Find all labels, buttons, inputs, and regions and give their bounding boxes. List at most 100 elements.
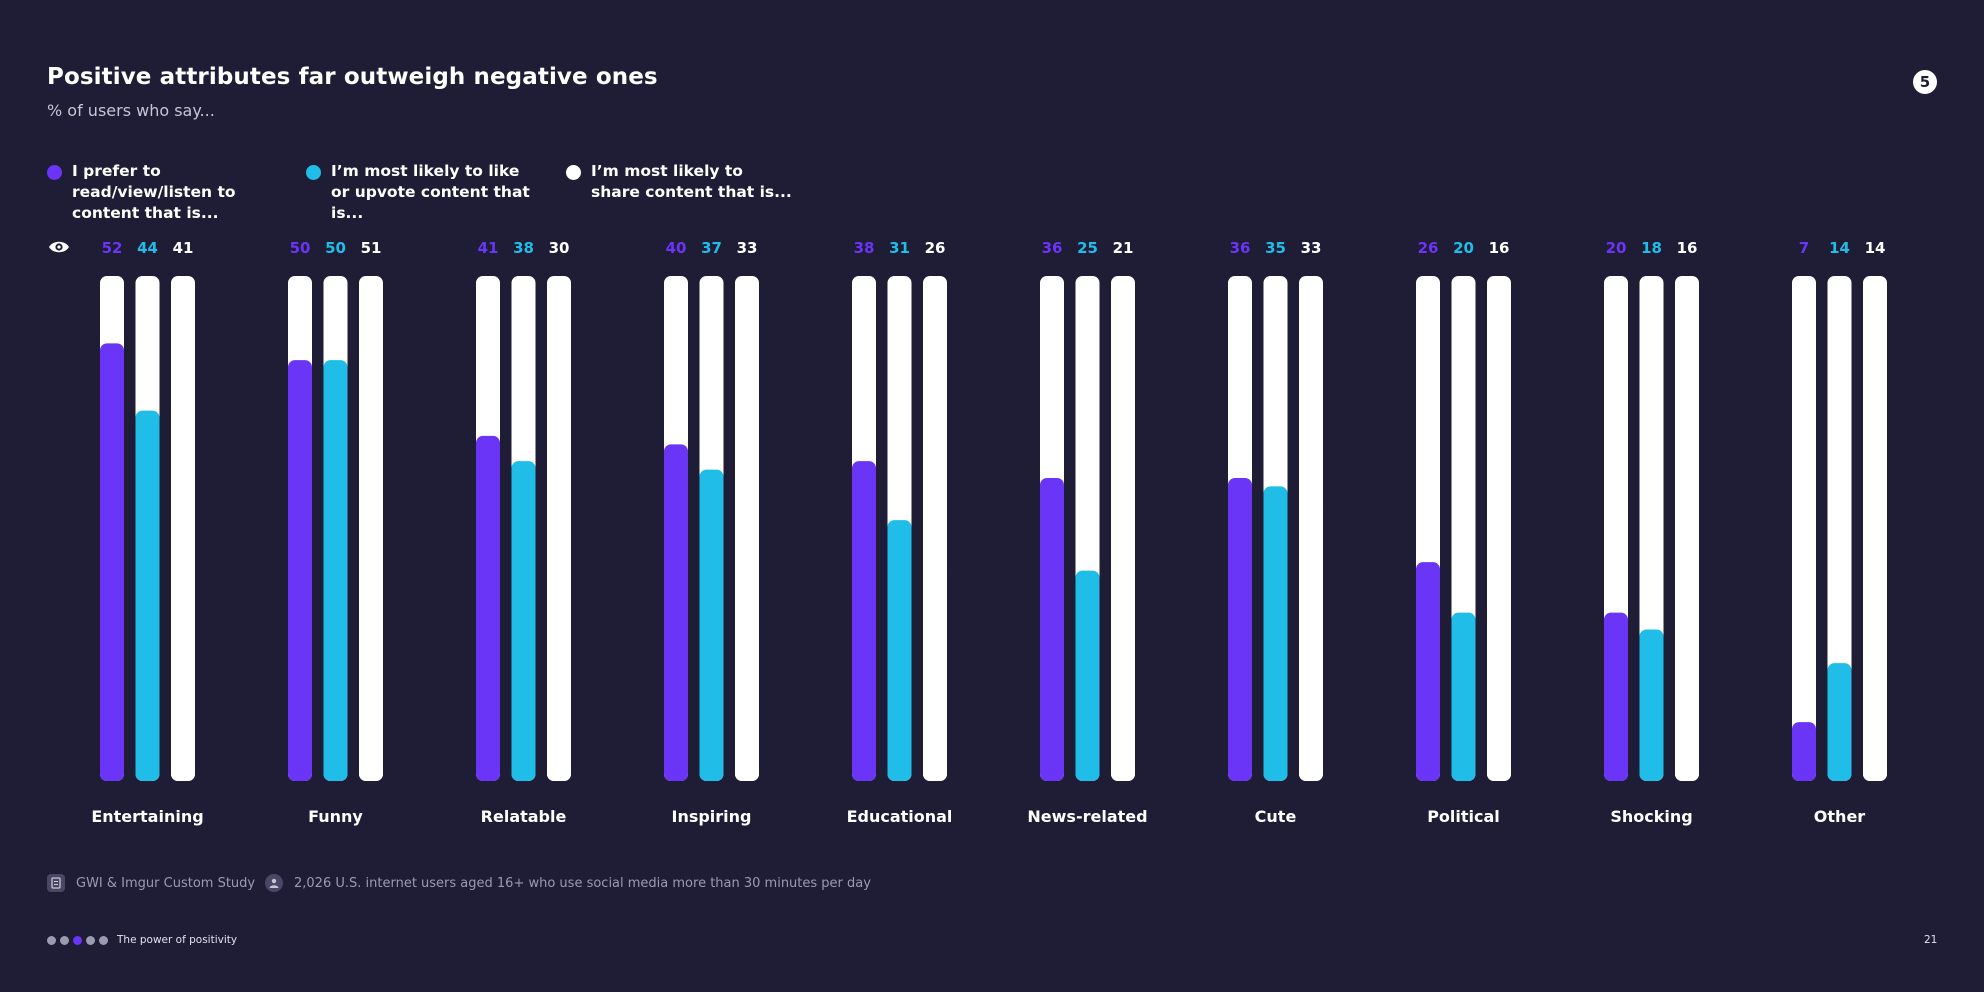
- bar-other-series-2: [1827, 663, 1852, 781]
- page-dot: [60, 936, 69, 945]
- page-dot-active: [73, 936, 82, 945]
- data-label: 14: [1865, 239, 1886, 257]
- legend-label-read: I prefer to read/view/listen to content …: [72, 162, 236, 222]
- source-text: GWI & Imgur Custom Study: [76, 875, 256, 891]
- bar-educational-series-1: [852, 461, 876, 781]
- bar-entertaining-series-1: [100, 343, 124, 781]
- bar-inspiring-series-1: [664, 444, 688, 781]
- bar-funny-series-3: [359, 351, 383, 781]
- eye-icon: [49, 241, 69, 253]
- category-label: Other: [1814, 807, 1865, 826]
- bar-entertaining-series-2: [135, 410, 160, 781]
- legend-dot-purple: [47, 165, 62, 180]
- bar-funny-series-2: [323, 360, 348, 781]
- data-label: 50: [290, 239, 311, 257]
- data-label: 38: [854, 239, 875, 257]
- bar-shocking-series-3: [1675, 646, 1699, 781]
- bar-political-series-3: [1487, 646, 1511, 781]
- data-label: 31: [889, 239, 910, 257]
- data-label: 38: [513, 239, 534, 257]
- category-label: Cute: [1255, 807, 1297, 826]
- data-label: 40: [666, 239, 687, 257]
- data-label: 37: [701, 239, 722, 257]
- page-number: 21: [1924, 934, 1938, 946]
- legend-label-share: I’m most likely to share content that is…: [591, 162, 792, 201]
- category-label: News-related: [1027, 807, 1147, 826]
- data-label: 51: [361, 239, 382, 257]
- data-label: 14: [1829, 239, 1850, 257]
- category-label: Educational: [847, 807, 953, 826]
- bar-educational-series-3: [923, 562, 947, 781]
- page-dot: [99, 936, 108, 945]
- base-text: 2,026 U.S. internet users aged 16+ who u…: [294, 875, 871, 891]
- data-label: 41: [478, 239, 499, 257]
- base-row: 2,026 U.S. internet users aged 16+ who u…: [265, 874, 871, 892]
- bar-educational-series-2: [887, 520, 912, 781]
- data-label: 20: [1453, 239, 1474, 257]
- data-label: 25: [1077, 239, 1098, 257]
- data-label: 50: [325, 239, 346, 257]
- bar-track: [1792, 276, 1816, 781]
- page-dot: [86, 936, 95, 945]
- bar-inspiring-series-3: [735, 503, 759, 781]
- bar-news-related-series-1: [1040, 478, 1064, 781]
- data-label: 33: [1301, 239, 1322, 257]
- data-label: 36: [1042, 239, 1063, 257]
- category-label: Political: [1427, 807, 1500, 826]
- bar-relatable-series-2: [511, 461, 536, 781]
- data-label: 41: [173, 239, 194, 257]
- category-label: Entertaining: [91, 807, 203, 826]
- bar-chart: 52 44 41 Entertaining 50 50 51 Funny 41 38 30 Relat…: [91, 239, 1887, 826]
- category-label: Inspiring: [671, 807, 751, 826]
- page-title: Positive attributes far outweigh negativ…: [47, 64, 658, 90]
- data-label: 18: [1641, 239, 1662, 257]
- data-label: 7: [1799, 239, 1809, 257]
- bar-track: [1827, 276, 1852, 781]
- legend-item-share: I’m most likely to share content that is…: [566, 161, 796, 203]
- data-label: 33: [737, 239, 758, 257]
- bar-inspiring-series-2: [699, 469, 724, 781]
- legend-dot-white: [566, 165, 581, 180]
- bar-cute-series-1: [1228, 478, 1252, 781]
- page-dot: [47, 936, 56, 945]
- bar-news-related-series-2: [1075, 570, 1100, 781]
- bar-other-series-3: [1863, 663, 1887, 781]
- bar-relatable-series-3: [547, 528, 571, 781]
- section-label: The power of positivity: [117, 934, 238, 946]
- data-label: 21: [1113, 239, 1134, 257]
- page-subtitle: % of users who say...: [47, 101, 215, 120]
- page-progress-dots: [47, 936, 112, 945]
- bar-funny-series-1: [288, 360, 312, 781]
- data-label: 26: [1418, 239, 1439, 257]
- bar-shocking-series-2: [1639, 629, 1664, 781]
- bar-cute-series-2: [1263, 486, 1288, 781]
- bar-political-series-1: [1416, 562, 1440, 781]
- data-label: 36: [1230, 239, 1251, 257]
- category-label: Funny: [308, 807, 363, 826]
- legend-label-like: I’m most likely to like or upvote conten…: [331, 162, 530, 222]
- data-label: 30: [549, 239, 570, 257]
- legend-item-read: I prefer to read/view/listen to content …: [47, 161, 277, 224]
- bar-political-series-2: [1451, 612, 1476, 781]
- bar-relatable-series-1: [476, 435, 500, 781]
- data-label: 16: [1489, 239, 1510, 257]
- users-icon: [265, 874, 283, 892]
- data-label: 26: [925, 239, 946, 257]
- bar-cute-series-3: [1299, 503, 1323, 781]
- data-label: 44: [137, 239, 158, 257]
- category-label: Relatable: [481, 807, 567, 826]
- bar-track: [1863, 276, 1887, 781]
- source-row: GWI & Imgur Custom Study: [47, 874, 255, 892]
- source-icon: [47, 874, 65, 892]
- legend-dot-blue: [306, 165, 321, 180]
- data-label: 35: [1265, 239, 1286, 257]
- bar-entertaining-series-3: [171, 435, 195, 781]
- legend-item-like: I’m most likely to like or upvote conten…: [306, 161, 536, 224]
- data-label: 52: [102, 239, 123, 257]
- bar-news-related-series-3: [1111, 604, 1135, 781]
- data-label: 16: [1677, 239, 1698, 257]
- category-label: Shocking: [1610, 807, 1692, 826]
- data-label: 20: [1606, 239, 1627, 257]
- page-badge: 5: [1913, 70, 1937, 94]
- bar-shocking-series-1: [1604, 612, 1628, 781]
